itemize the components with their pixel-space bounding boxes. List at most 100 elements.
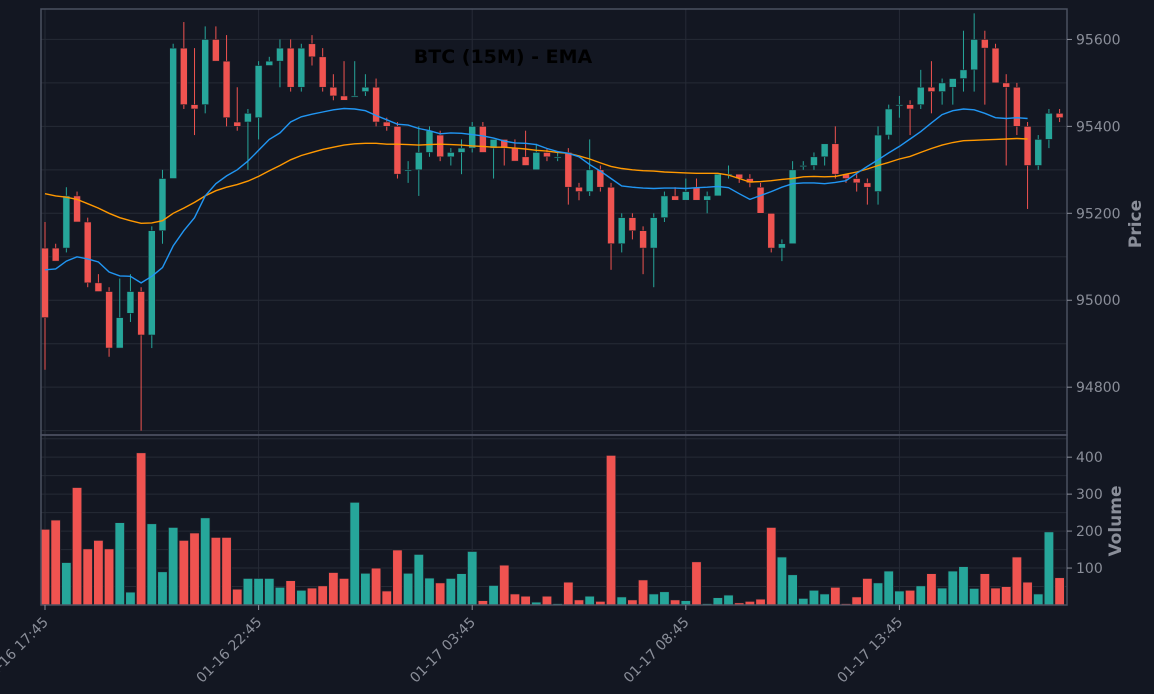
volume-bar <box>499 564 510 606</box>
volume-bar <box>787 574 798 606</box>
candle-body <box>404 169 412 172</box>
volume-bar <box>958 566 969 606</box>
candle-body <box>564 152 573 188</box>
candle-body <box>895 104 904 107</box>
volume-bar <box>669 599 681 606</box>
candle-body <box>1023 126 1032 166</box>
volume-bar <box>830 586 841 606</box>
candle-body <box>414 152 423 171</box>
volume-bar <box>926 573 937 606</box>
volume-axis-ticks: 100 200 300 400 <box>1067 450 1103 577</box>
volume-bar <box>157 571 168 606</box>
volume-bar <box>755 598 766 606</box>
price-tick-label: 95200 <box>1076 206 1121 222</box>
price-tick-label: 95000 <box>1076 293 1121 309</box>
candle-body <box>617 217 626 245</box>
candle-body <box>308 43 316 58</box>
price-tick-label: 94800 <box>1076 380 1121 396</box>
candle-body <box>447 152 455 158</box>
volume-bar <box>862 577 873 606</box>
candle-body <box>286 47 295 88</box>
candle-body <box>607 186 615 245</box>
volume-tick-label: 400 <box>1076 450 1103 466</box>
volume-bar <box>296 589 307 606</box>
volume-bar <box>392 549 403 606</box>
candle-body <box>372 86 380 123</box>
candle-body <box>436 134 444 158</box>
volume-bar <box>82 548 93 606</box>
candle-body <box>756 186 765 214</box>
volume-bar <box>1043 531 1055 606</box>
price-tick-label: 95400 <box>1076 119 1121 135</box>
volume-bar <box>712 597 724 606</box>
candle-body <box>639 230 647 249</box>
candle-body <box>468 126 477 149</box>
volume-bar <box>766 526 777 606</box>
candle-body <box>265 60 274 66</box>
candle-body <box>714 173 722 197</box>
volume-axis-label: Volume <box>1106 485 1126 556</box>
candle-body <box>1013 86 1021 127</box>
candle-body <box>810 156 818 166</box>
candle-body <box>970 39 978 71</box>
candle-body <box>51 247 60 262</box>
candle-body <box>820 143 829 158</box>
candle-body <box>596 169 605 188</box>
volume-bar <box>637 579 649 606</box>
candle-body <box>244 113 252 123</box>
ema-slow-line <box>44 137 1028 225</box>
price-tick-label: 95600 <box>1076 32 1121 48</box>
candle-body <box>425 130 434 153</box>
candle-body <box>959 69 968 79</box>
volume-bar <box>93 539 104 606</box>
volume-bar <box>413 553 425 606</box>
candle-body <box>479 126 487 153</box>
candle-body <box>276 47 284 62</box>
candle-body <box>115 317 124 349</box>
volume-bar <box>915 585 926 606</box>
candle-body <box>393 126 402 175</box>
candle-body <box>511 147 519 162</box>
volume-tick-label: 300 <box>1076 487 1103 503</box>
volume-bar <box>990 587 1001 606</box>
volume-bar <box>114 522 125 606</box>
volume-bar <box>103 548 115 606</box>
candle-body <box>169 47 177 179</box>
candle-body <box>660 195 669 218</box>
candle-body <box>148 230 156 336</box>
candle-body <box>703 195 711 201</box>
candle-body <box>553 156 562 159</box>
volume-bar <box>851 596 862 606</box>
volume-bar <box>189 532 200 606</box>
candle-body <box>489 139 498 149</box>
candle-body <box>884 108 893 136</box>
volume-bar <box>349 501 360 606</box>
volume-bar <box>808 589 820 606</box>
candle-body <box>382 121 391 127</box>
volume-bar <box>563 581 574 606</box>
candle-body <box>158 178 167 231</box>
volume-bar <box>285 580 296 606</box>
candle-body <box>788 169 797 245</box>
candle-body <box>457 147 466 153</box>
candle-body <box>585 169 594 192</box>
volume-bar <box>167 526 179 606</box>
volume-bar <box>584 595 595 606</box>
volume-bar <box>883 570 894 606</box>
volume-bar <box>232 588 243 606</box>
candle-body <box>73 195 81 223</box>
volume-bar <box>50 519 61 606</box>
candle-body <box>543 152 551 158</box>
volume-bar <box>648 593 659 606</box>
candle-body <box>233 121 242 127</box>
candle-body <box>254 65 263 118</box>
candle-body <box>1034 139 1043 166</box>
candle-body <box>329 86 338 97</box>
candle-body <box>350 95 359 98</box>
candle-body <box>1002 82 1011 88</box>
candle-body <box>981 39 989 49</box>
volume-bar <box>936 587 948 606</box>
volume-bar <box>1011 556 1023 606</box>
volume-tick-label: 100 <box>1076 561 1103 577</box>
volume-bar <box>253 577 264 606</box>
